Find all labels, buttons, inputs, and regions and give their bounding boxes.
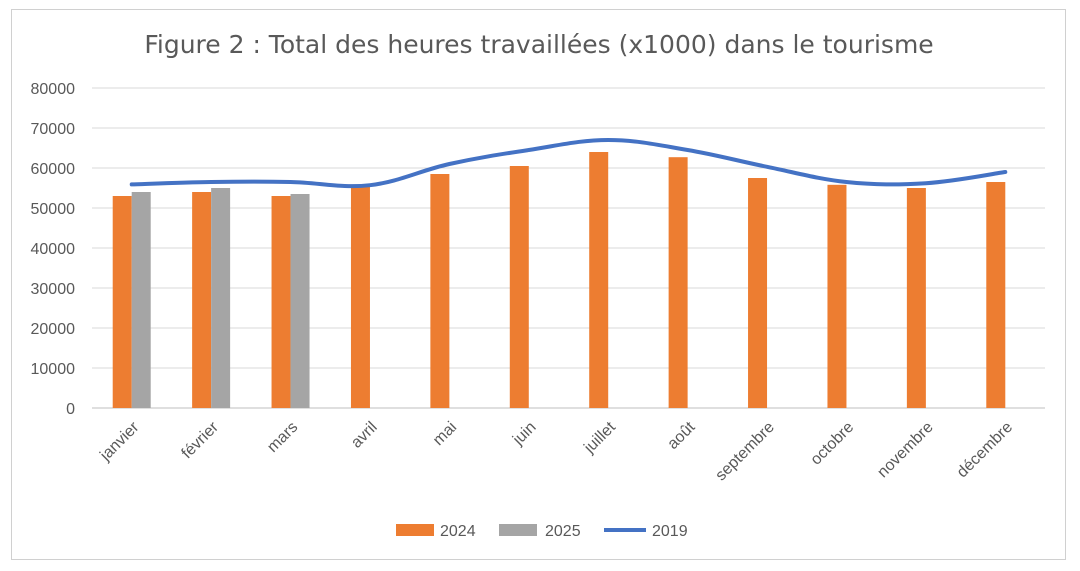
y-tick-label: 80000 <box>31 81 76 98</box>
x-tick-label: juin <box>509 419 539 449</box>
legend-label: 2019 <box>652 523 688 540</box>
y-tick-label: 30000 <box>31 281 76 298</box>
bar-2024-juillet <box>589 152 609 408</box>
legend-swatch-2024 <box>396 524 434 536</box>
bar-2024-janvier <box>112 196 132 408</box>
bar-2024-février <box>192 192 212 408</box>
legend-swatch-2025 <box>499 524 537 536</box>
x-axis-ticks: janvier février mars avril mai juin juillet aoû… <box>96 418 1016 484</box>
legend-label: 2025 <box>545 523 581 540</box>
y-tick-label: 50000 <box>31 201 76 218</box>
gridlines <box>92 87 1045 409</box>
y-tick-label: 20000 <box>31 321 76 338</box>
bar-2024-décembre <box>986 182 1006 408</box>
x-tick-label: mars <box>264 419 301 456</box>
y-tick-label: 70000 <box>31 121 76 138</box>
legend-label: 2024 <box>440 523 476 540</box>
bar-2024-octobre <box>827 184 847 408</box>
x-tick-label: septembre <box>712 419 778 485</box>
x-tick-label: avril <box>348 419 381 452</box>
legend: 2024 2025 2019 <box>396 523 688 540</box>
x-tick-label: juillet <box>581 418 620 457</box>
bar-2025-février <box>211 188 231 408</box>
y-tick-label: 60000 <box>31 161 76 178</box>
bars <box>112 152 1006 408</box>
bar-2024-août <box>668 157 688 408</box>
bar-2025-mars <box>290 194 310 408</box>
line-2019 <box>129 138 1008 189</box>
x-tick-label: novembre <box>874 419 936 481</box>
y-tick-label: 10000 <box>31 361 76 378</box>
x-tick-label: août <box>664 418 698 452</box>
chart-frame <box>11 9 1066 560</box>
x-tick-label: mai <box>430 419 460 449</box>
x-tick-label: février <box>178 418 222 462</box>
x-tick-label: octobre <box>808 419 858 469</box>
x-tick-label: janvier <box>96 418 143 465</box>
bar-2024-mai <box>430 174 450 408</box>
chart-title: Figure 2 : Total des heures travaillées … <box>144 30 933 59</box>
bar-2024-avril <box>350 186 370 408</box>
bar-2025-janvier <box>131 192 151 408</box>
y-tick-label: 0 <box>66 401 75 418</box>
bar-2024-mars <box>271 196 291 408</box>
bar-2024-juin <box>509 166 529 408</box>
bar-2024-septembre <box>748 178 768 408</box>
line-series <box>129 138 1008 189</box>
x-tick-label: décembre <box>954 419 1016 481</box>
bar-2024-novembre <box>906 188 926 408</box>
y-axis-ticks: 0 10000 20000 30000 40000 50000 60000 70000 8000… <box>31 81 76 418</box>
y-tick-label: 40000 <box>31 241 76 258</box>
